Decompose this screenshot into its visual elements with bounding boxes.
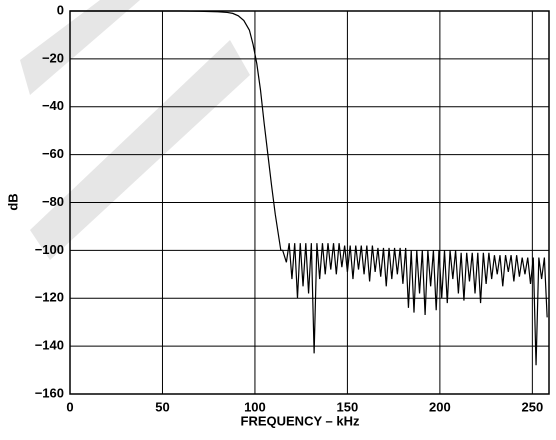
x-tick-label: 250 xyxy=(522,399,544,414)
x-axis-label: FREQUENCY – kHz xyxy=(241,413,360,428)
x-tick-label: 50 xyxy=(155,399,169,414)
y-tick-label: 0 xyxy=(57,2,64,17)
y-tick-label: −140 xyxy=(35,338,64,353)
y-tick-label: −120 xyxy=(35,290,64,305)
y-tick-label: −20 xyxy=(42,50,64,65)
x-tick-label: 200 xyxy=(429,399,451,414)
watermark xyxy=(20,0,250,260)
y-tick-label: −60 xyxy=(42,146,64,161)
y-tick-label: −100 xyxy=(35,242,64,257)
x-tick-label: 150 xyxy=(337,399,359,414)
y-tick-label: −160 xyxy=(35,385,64,400)
x-tick-label: 100 xyxy=(244,399,266,414)
x-tick-label: 0 xyxy=(66,399,73,414)
y-axis-label: dB xyxy=(5,193,20,210)
y-tick-label: −80 xyxy=(42,194,64,209)
y-tick-label: −40 xyxy=(42,98,64,113)
plot-frame xyxy=(69,10,550,395)
line xyxy=(70,10,548,366)
